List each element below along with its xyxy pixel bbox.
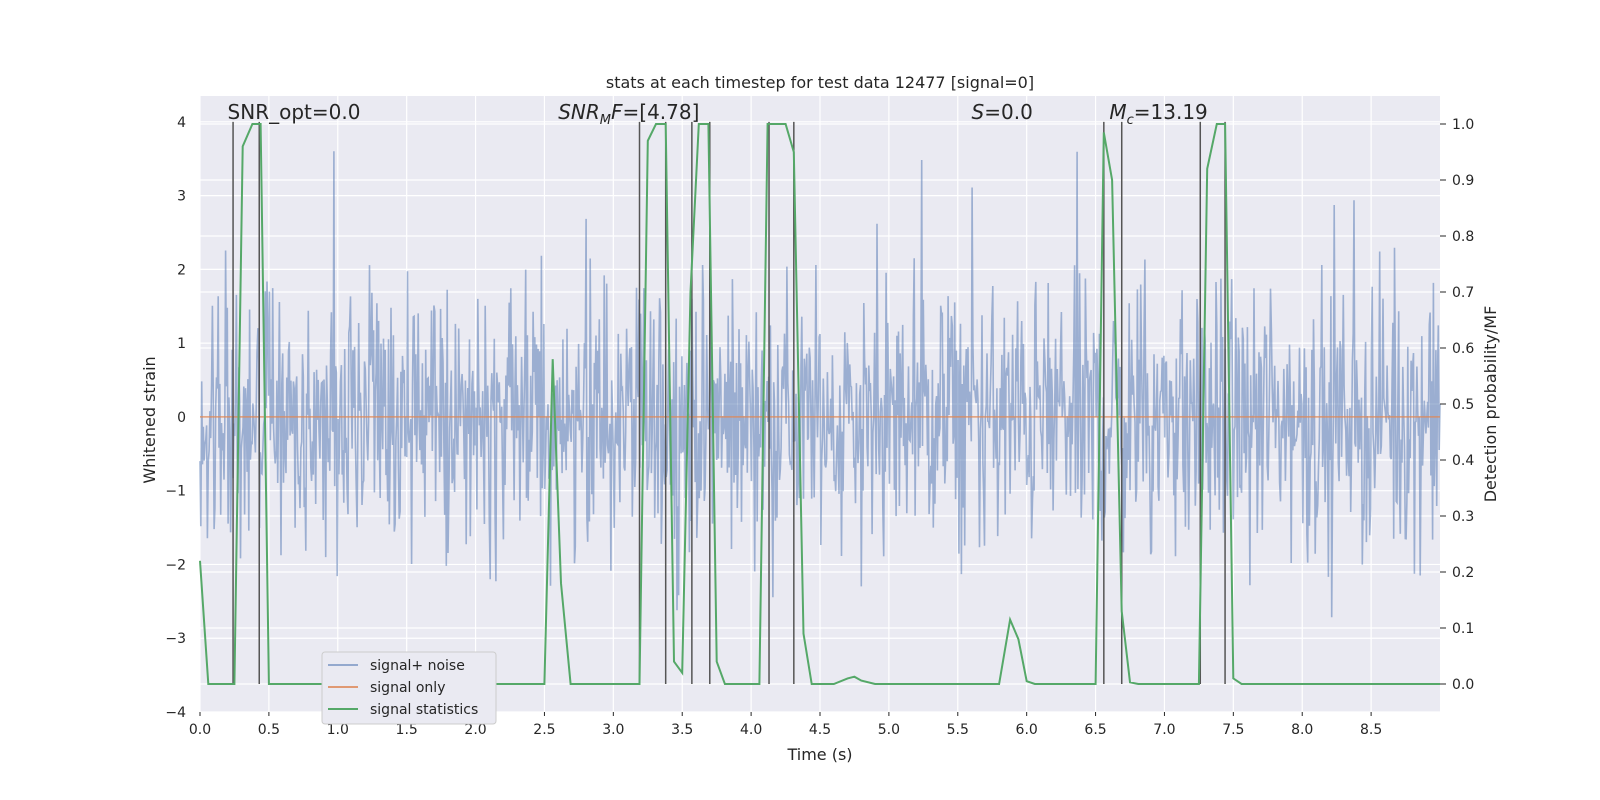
y2-tick-label: 0.8 xyxy=(1452,229,1474,245)
y-axis-label: Whitened strain xyxy=(140,356,159,483)
x-tick-label: 0.5 xyxy=(258,722,280,738)
y2-tick-label: 0.5 xyxy=(1452,397,1474,413)
annotation-2: S=0.0 xyxy=(972,100,1033,124)
y-tick-label: 0 xyxy=(177,410,186,426)
y2-axis-label: Detection probability/MF xyxy=(1481,306,1500,503)
legend-label-signal-noise: signal+ noise xyxy=(370,658,465,674)
x-tick-label: 2.0 xyxy=(464,722,486,738)
x-tick-label: 6.0 xyxy=(1016,722,1038,738)
legend-box xyxy=(321,651,497,725)
y-tick-label: 3 xyxy=(177,189,186,205)
x-tick-label: 0.0 xyxy=(189,722,211,738)
x-tick-label: 5.0 xyxy=(878,722,900,738)
y2-tick-label: 0.2 xyxy=(1452,565,1474,581)
y-tick-label: 2 xyxy=(177,262,186,278)
x-tick-label: 8.0 xyxy=(1291,722,1313,738)
y2-tick-label: 0.0 xyxy=(1452,677,1474,693)
chart-title: stats at each timestep for test data 124… xyxy=(606,73,1034,92)
x-tick-label: 1.0 xyxy=(327,722,349,738)
annotation-1: SNRMF=[4.78] xyxy=(558,100,699,128)
annotation-3: Mc=13.19 xyxy=(1109,100,1207,128)
y2-tick-label: 0.7 xyxy=(1452,285,1474,301)
x-tick-label: 2.5 xyxy=(533,722,555,738)
y-tick-label: −2 xyxy=(165,557,186,573)
annotation-0: SNR_opt=0.0 xyxy=(228,100,361,124)
y2-tick-label: 0.6 xyxy=(1452,341,1474,357)
y2-tick-label: 0.4 xyxy=(1452,453,1474,469)
legend-label-signal-only: signal only xyxy=(370,680,445,696)
series-signal-statistics-line xyxy=(199,123,1440,685)
y2-tick-label: 1.0 xyxy=(1452,117,1474,133)
x-tick-label: 3.5 xyxy=(671,722,693,738)
x-axis-label: Time (s) xyxy=(786,745,852,764)
y2-tick-label: 0.9 xyxy=(1452,173,1474,189)
y2-tick-label: 0.3 xyxy=(1452,509,1474,525)
x-tick-label: 6.5 xyxy=(1084,722,1106,738)
x-tick-label: 4.0 xyxy=(740,722,762,738)
y-tick-label: 1 xyxy=(177,336,186,352)
legend-label-signal-statistics: signal statistics xyxy=(370,702,478,718)
x-tick-label: 1.5 xyxy=(396,722,418,738)
y2-tick-label: 0.1 xyxy=(1452,621,1474,637)
series-signal-noise-line xyxy=(199,151,1441,618)
legend: signal+ noise signal only signal statist… xyxy=(321,651,497,725)
y-tick-label: −1 xyxy=(165,484,186,500)
y-tick-label: −4 xyxy=(165,705,186,721)
x-tick-label: 7.5 xyxy=(1222,722,1244,738)
x-tick-label: 4.5 xyxy=(809,722,831,738)
y-tick-label: −3 xyxy=(165,631,186,647)
x-tick-label: 7.0 xyxy=(1153,722,1175,738)
x-tick-label: 8.5 xyxy=(1360,722,1382,738)
x-tick-label: 3.0 xyxy=(602,722,624,738)
y-tick-label: 4 xyxy=(177,115,186,131)
x-tick-label: 5.5 xyxy=(947,722,969,738)
